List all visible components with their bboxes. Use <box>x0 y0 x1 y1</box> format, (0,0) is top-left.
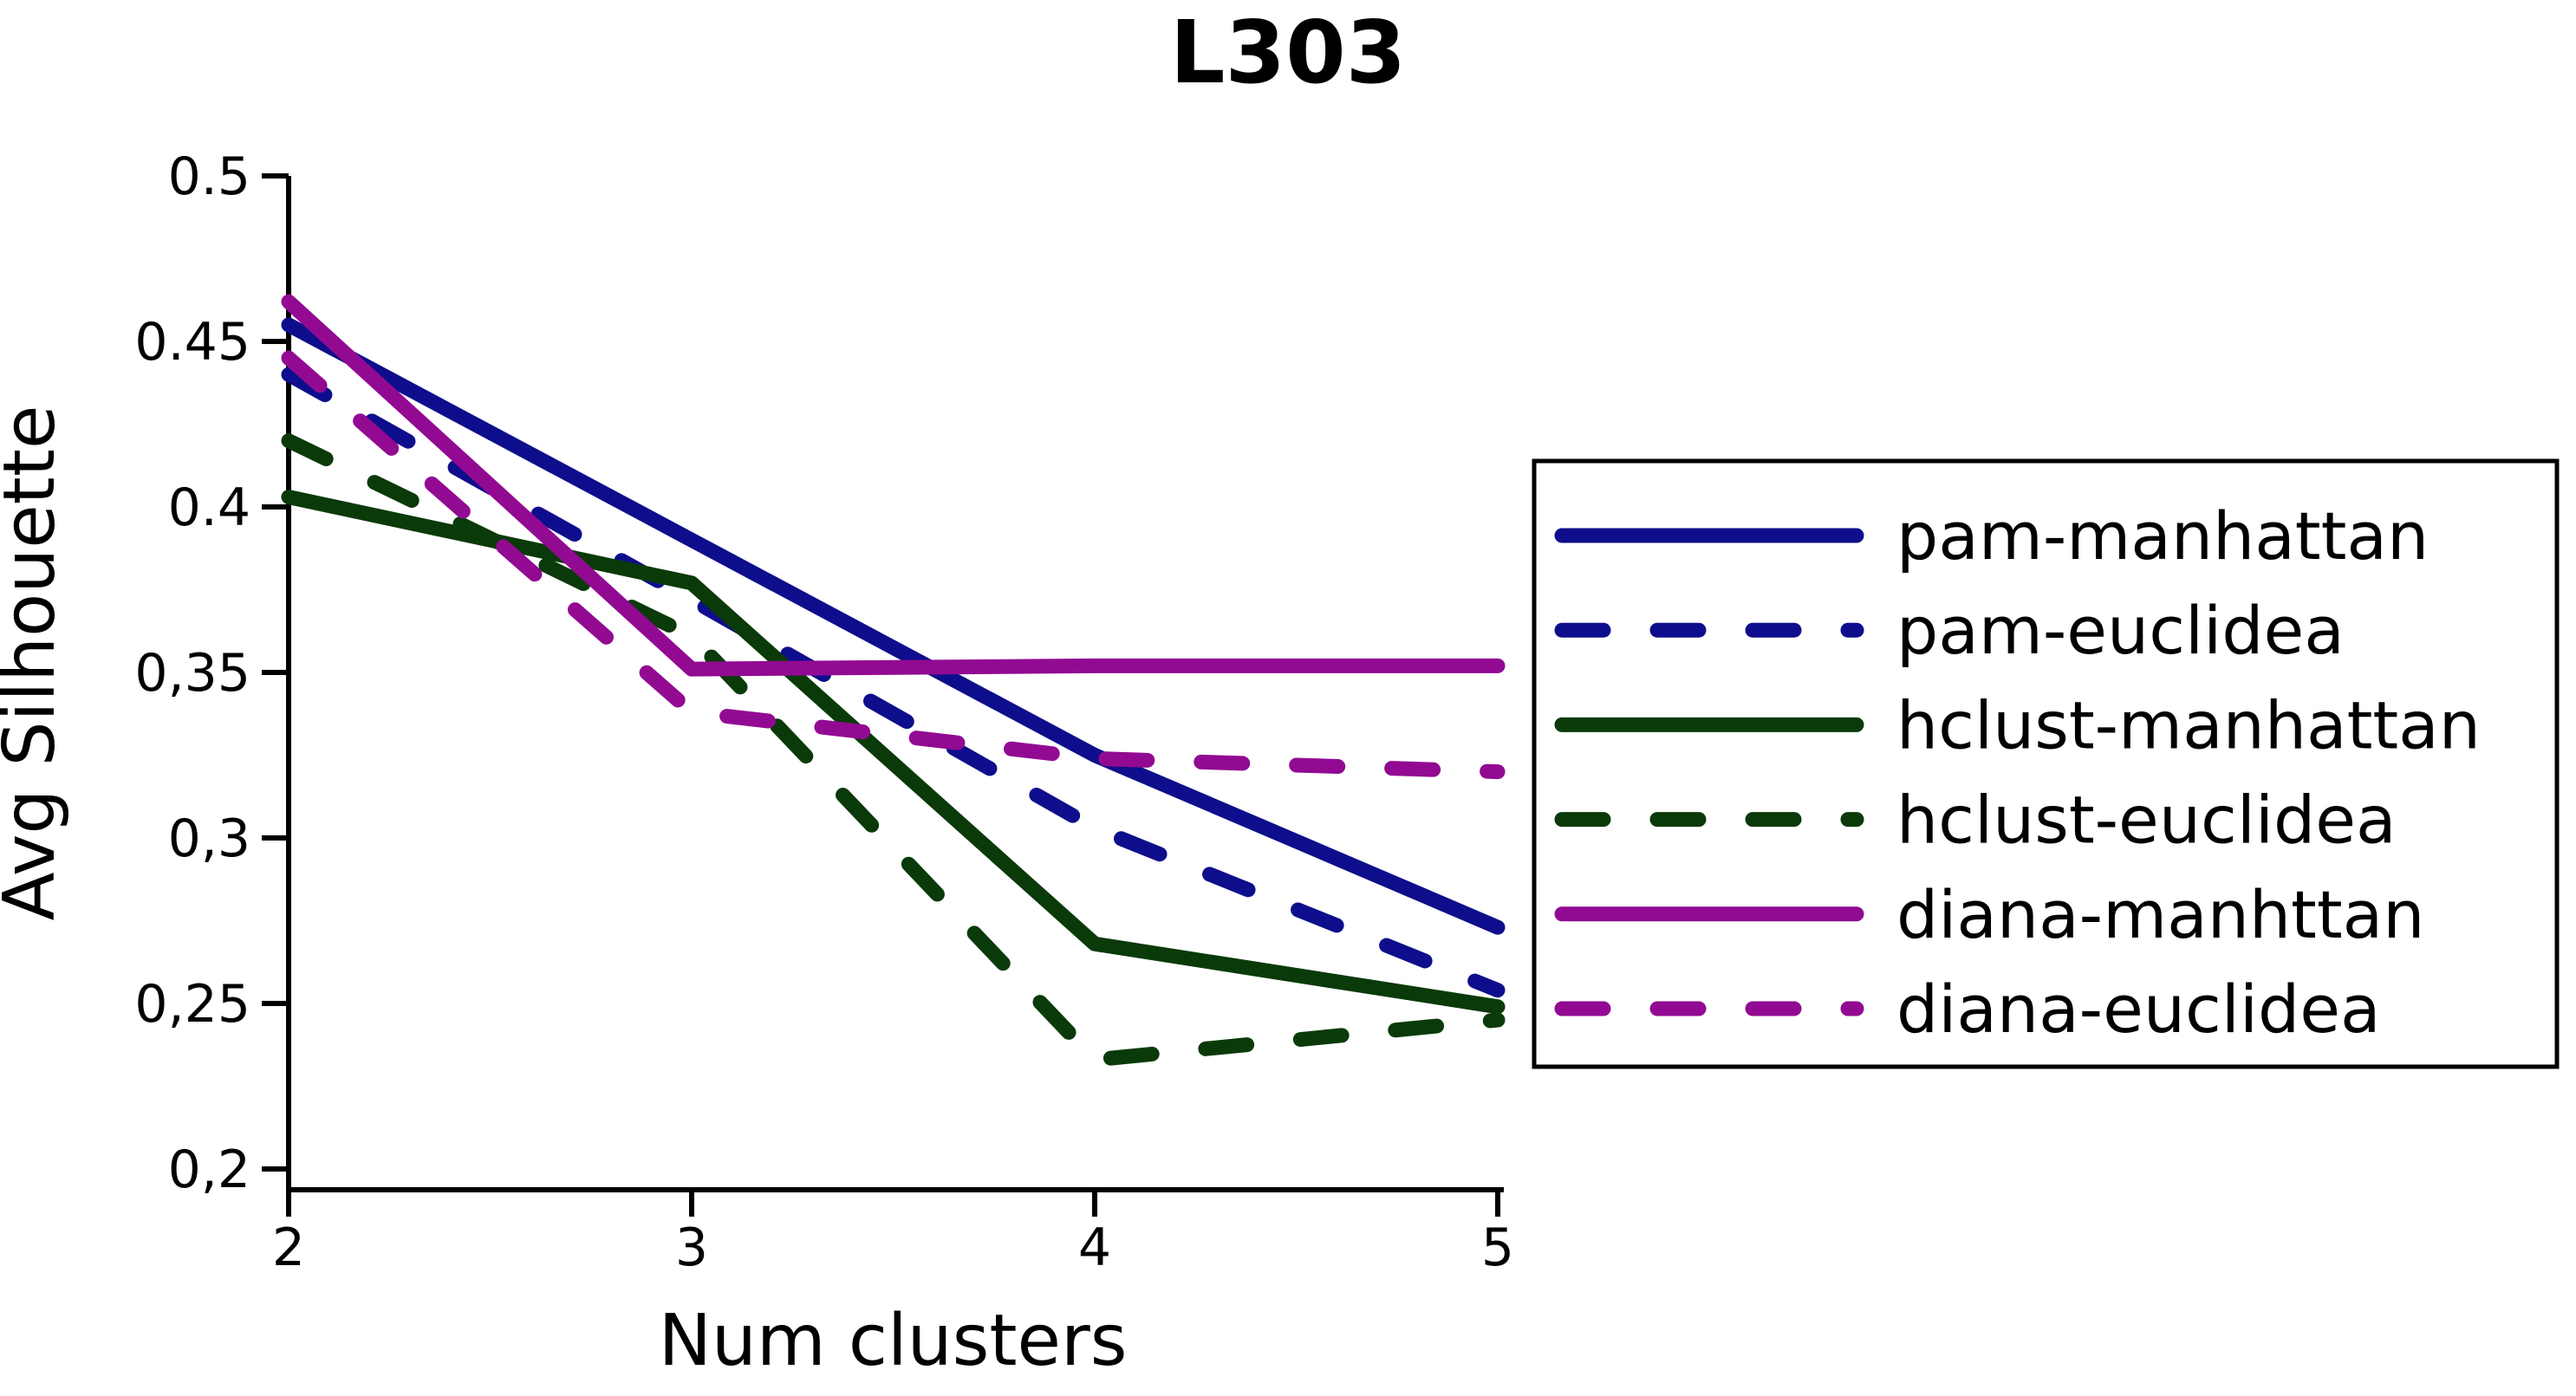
legend-label-hclust-manhattan: hclust-manhattan <box>1896 686 2481 763</box>
x-tick-label: 5 <box>1481 1217 1514 1278</box>
x-tick-label: 4 <box>1078 1217 1111 1278</box>
y-tick-label: 0,35 <box>134 643 250 704</box>
legend-label-diana-euclidea: diana-euclidea <box>1896 971 2381 1048</box>
series-line-hclust-manhattan <box>281 490 1506 1015</box>
y-axis-label: Avg Silhouette <box>0 406 71 921</box>
y-tick-label: 0,25 <box>134 974 250 1035</box>
legend-label-pam-euclidea: pam-euclidea <box>1896 592 2345 669</box>
legend-label-hclust-euclidea: hclust-euclidea <box>1896 782 2397 859</box>
y-tick-label: 0,2 <box>168 1140 250 1200</box>
x-tick-label: 3 <box>675 1217 708 1278</box>
x-axis-label: Num clusters <box>659 1300 1128 1382</box>
y-tick-label: 0,3 <box>168 808 250 869</box>
plot-area: 0.5 0.45 0.4 0,35 0,3 0,25 0,2 2 3 4 5 <box>134 146 1514 1278</box>
legend-box <box>1532 458 2560 1069</box>
series-line-diana-euclidea <box>281 350 1506 780</box>
x-tick-label: 2 <box>272 1217 305 1278</box>
series-line-hclust-euclidea <box>281 433 1506 1068</box>
legend: pam-manhattan pam-euclidea hclust-manhatta… <box>1532 458 2560 1069</box>
y-tick-label: 0.45 <box>134 312 250 373</box>
legend-label-pam-manhattan: pam-manhattan <box>1896 497 2429 575</box>
chart-title: L303 <box>1170 2 1406 103</box>
y-tick-label: 0.4 <box>168 477 250 538</box>
y-tick-label: 0.5 <box>168 146 250 207</box>
series-line-diana-manhttan <box>281 294 1506 677</box>
series-line-pam-manhattan <box>281 317 1506 935</box>
legend-label-diana-manhttan: diana-manhttan <box>1896 876 2424 953</box>
